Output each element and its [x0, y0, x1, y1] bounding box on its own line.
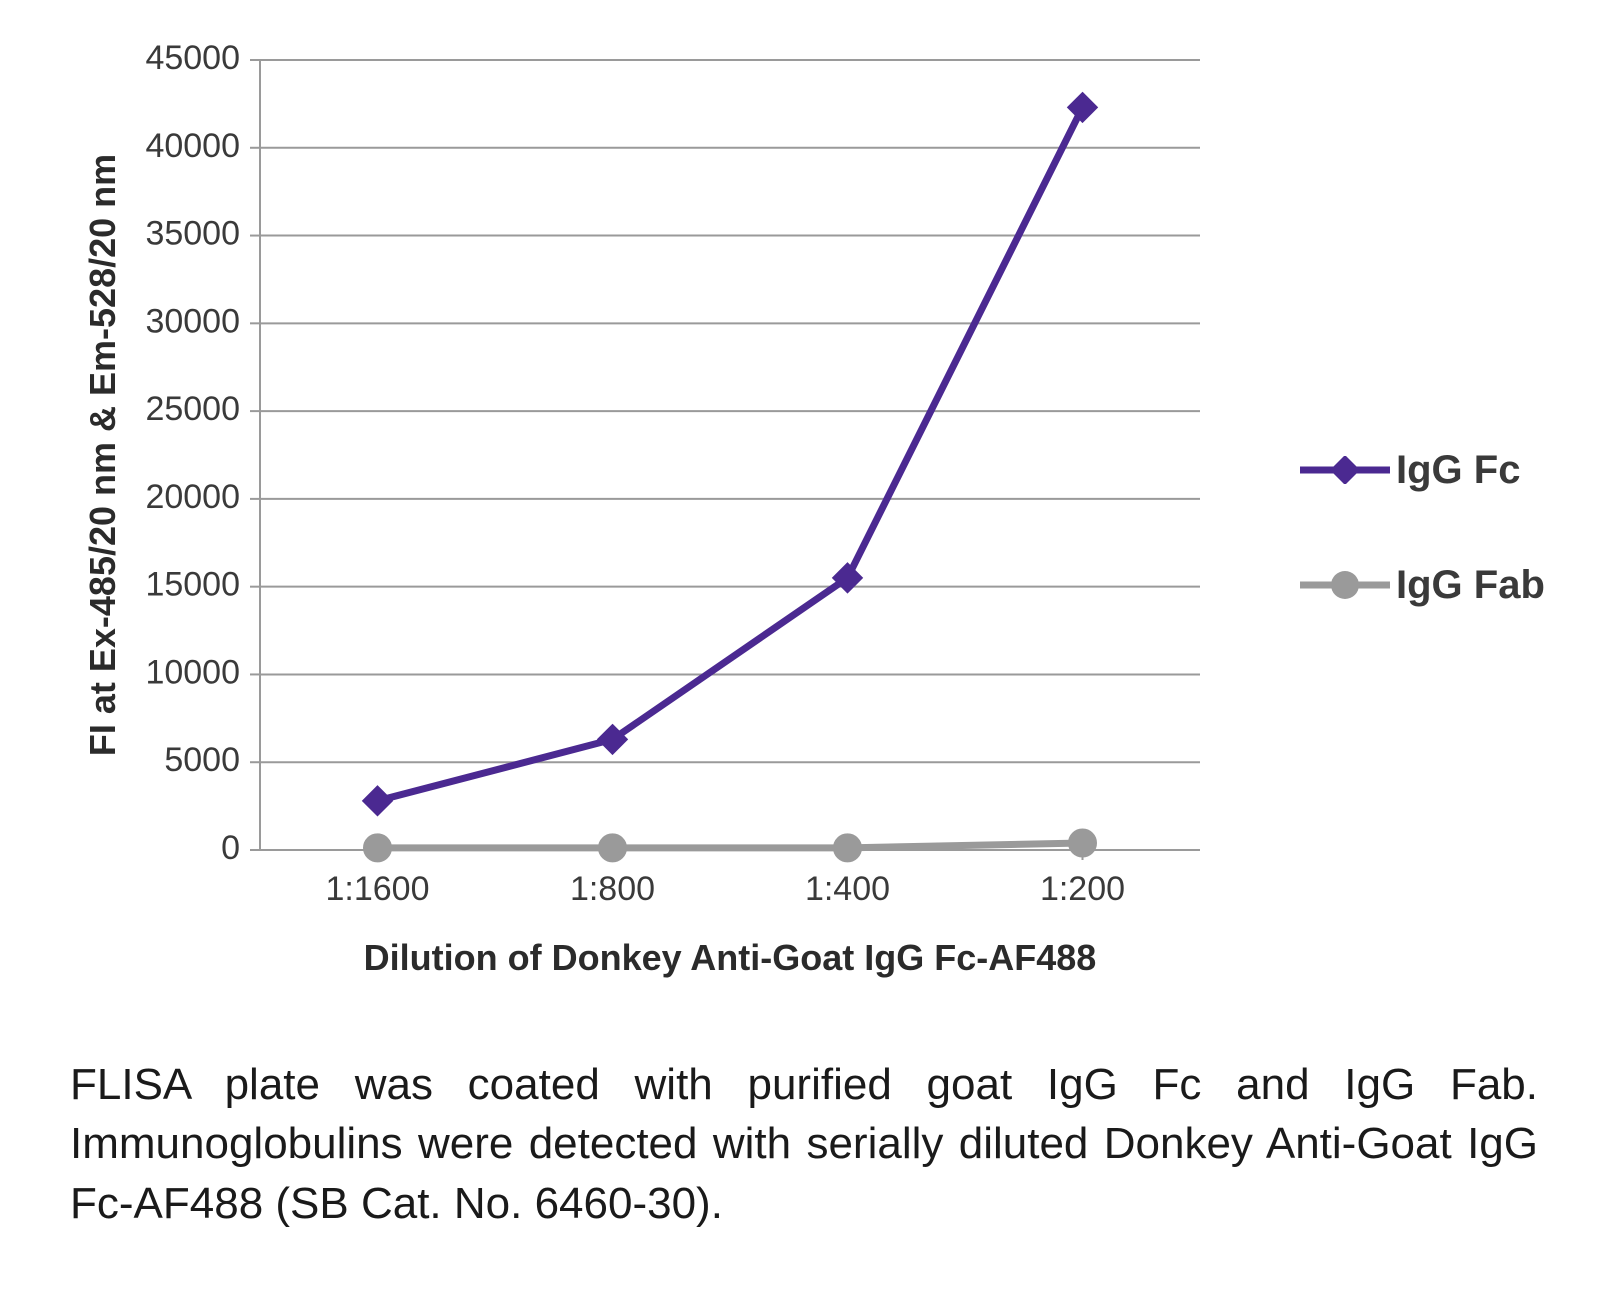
- svg-text:25000: 25000: [145, 390, 240, 428]
- chart-row: 0 5000 10000 15000 20000 25000 30000 35000 40000…: [60, 40, 1548, 1015]
- svg-text:1:800: 1:800: [570, 870, 655, 908]
- svg-text:Dilution of Donkey Anti-Goat I: Dilution of Donkey Anti-Goat IgG Fc-AF48…: [364, 937, 1097, 978]
- svg-text:45000: 45000: [145, 40, 240, 77]
- svg-text:10000: 10000: [145, 653, 240, 691]
- svg-text:0: 0: [221, 829, 240, 867]
- chart-container: 0 5000 10000 15000 20000 25000 30000 35000 40000…: [60, 40, 1240, 1015]
- svg-text:40000: 40000: [145, 127, 240, 165]
- legend-item-igg-fab: IgG Fab: [1300, 563, 1545, 608]
- svg-text:FI at Ex-485/20 nm & Em-528/20: FI at Ex-485/20 nm & Em-528/20 nm: [82, 154, 123, 756]
- svg-text:20000: 20000: [145, 478, 240, 516]
- svg-text:1:1600: 1:1600: [326, 870, 430, 908]
- svg-text:30000: 30000: [145, 302, 240, 340]
- legend: IgG Fc IgG Fab: [1300, 448, 1545, 608]
- svg-text:35000: 35000: [145, 215, 240, 253]
- legend-label-igg-fab: IgG Fab: [1396, 563, 1545, 608]
- line-chart: 0 5000 10000 15000 20000 25000 30000 35000 40000…: [60, 40, 1240, 1010]
- legend-item-igg-fc: IgG Fc: [1300, 448, 1545, 493]
- svg-text:15000: 15000: [145, 566, 240, 604]
- svg-text:1:400: 1:400: [805, 870, 890, 908]
- legend-swatch-diamond: [1300, 456, 1390, 484]
- svg-text:5000: 5000: [164, 741, 240, 779]
- svg-text:1:200: 1:200: [1040, 870, 1125, 908]
- page: 0 5000 10000 15000 20000 25000 30000 35000 40000…: [0, 0, 1608, 1306]
- legend-label-igg-fc: IgG Fc: [1396, 448, 1520, 493]
- legend-swatch-circle: [1300, 571, 1390, 599]
- caption-text: FLISA plate was coated with purified goa…: [60, 1055, 1548, 1233]
